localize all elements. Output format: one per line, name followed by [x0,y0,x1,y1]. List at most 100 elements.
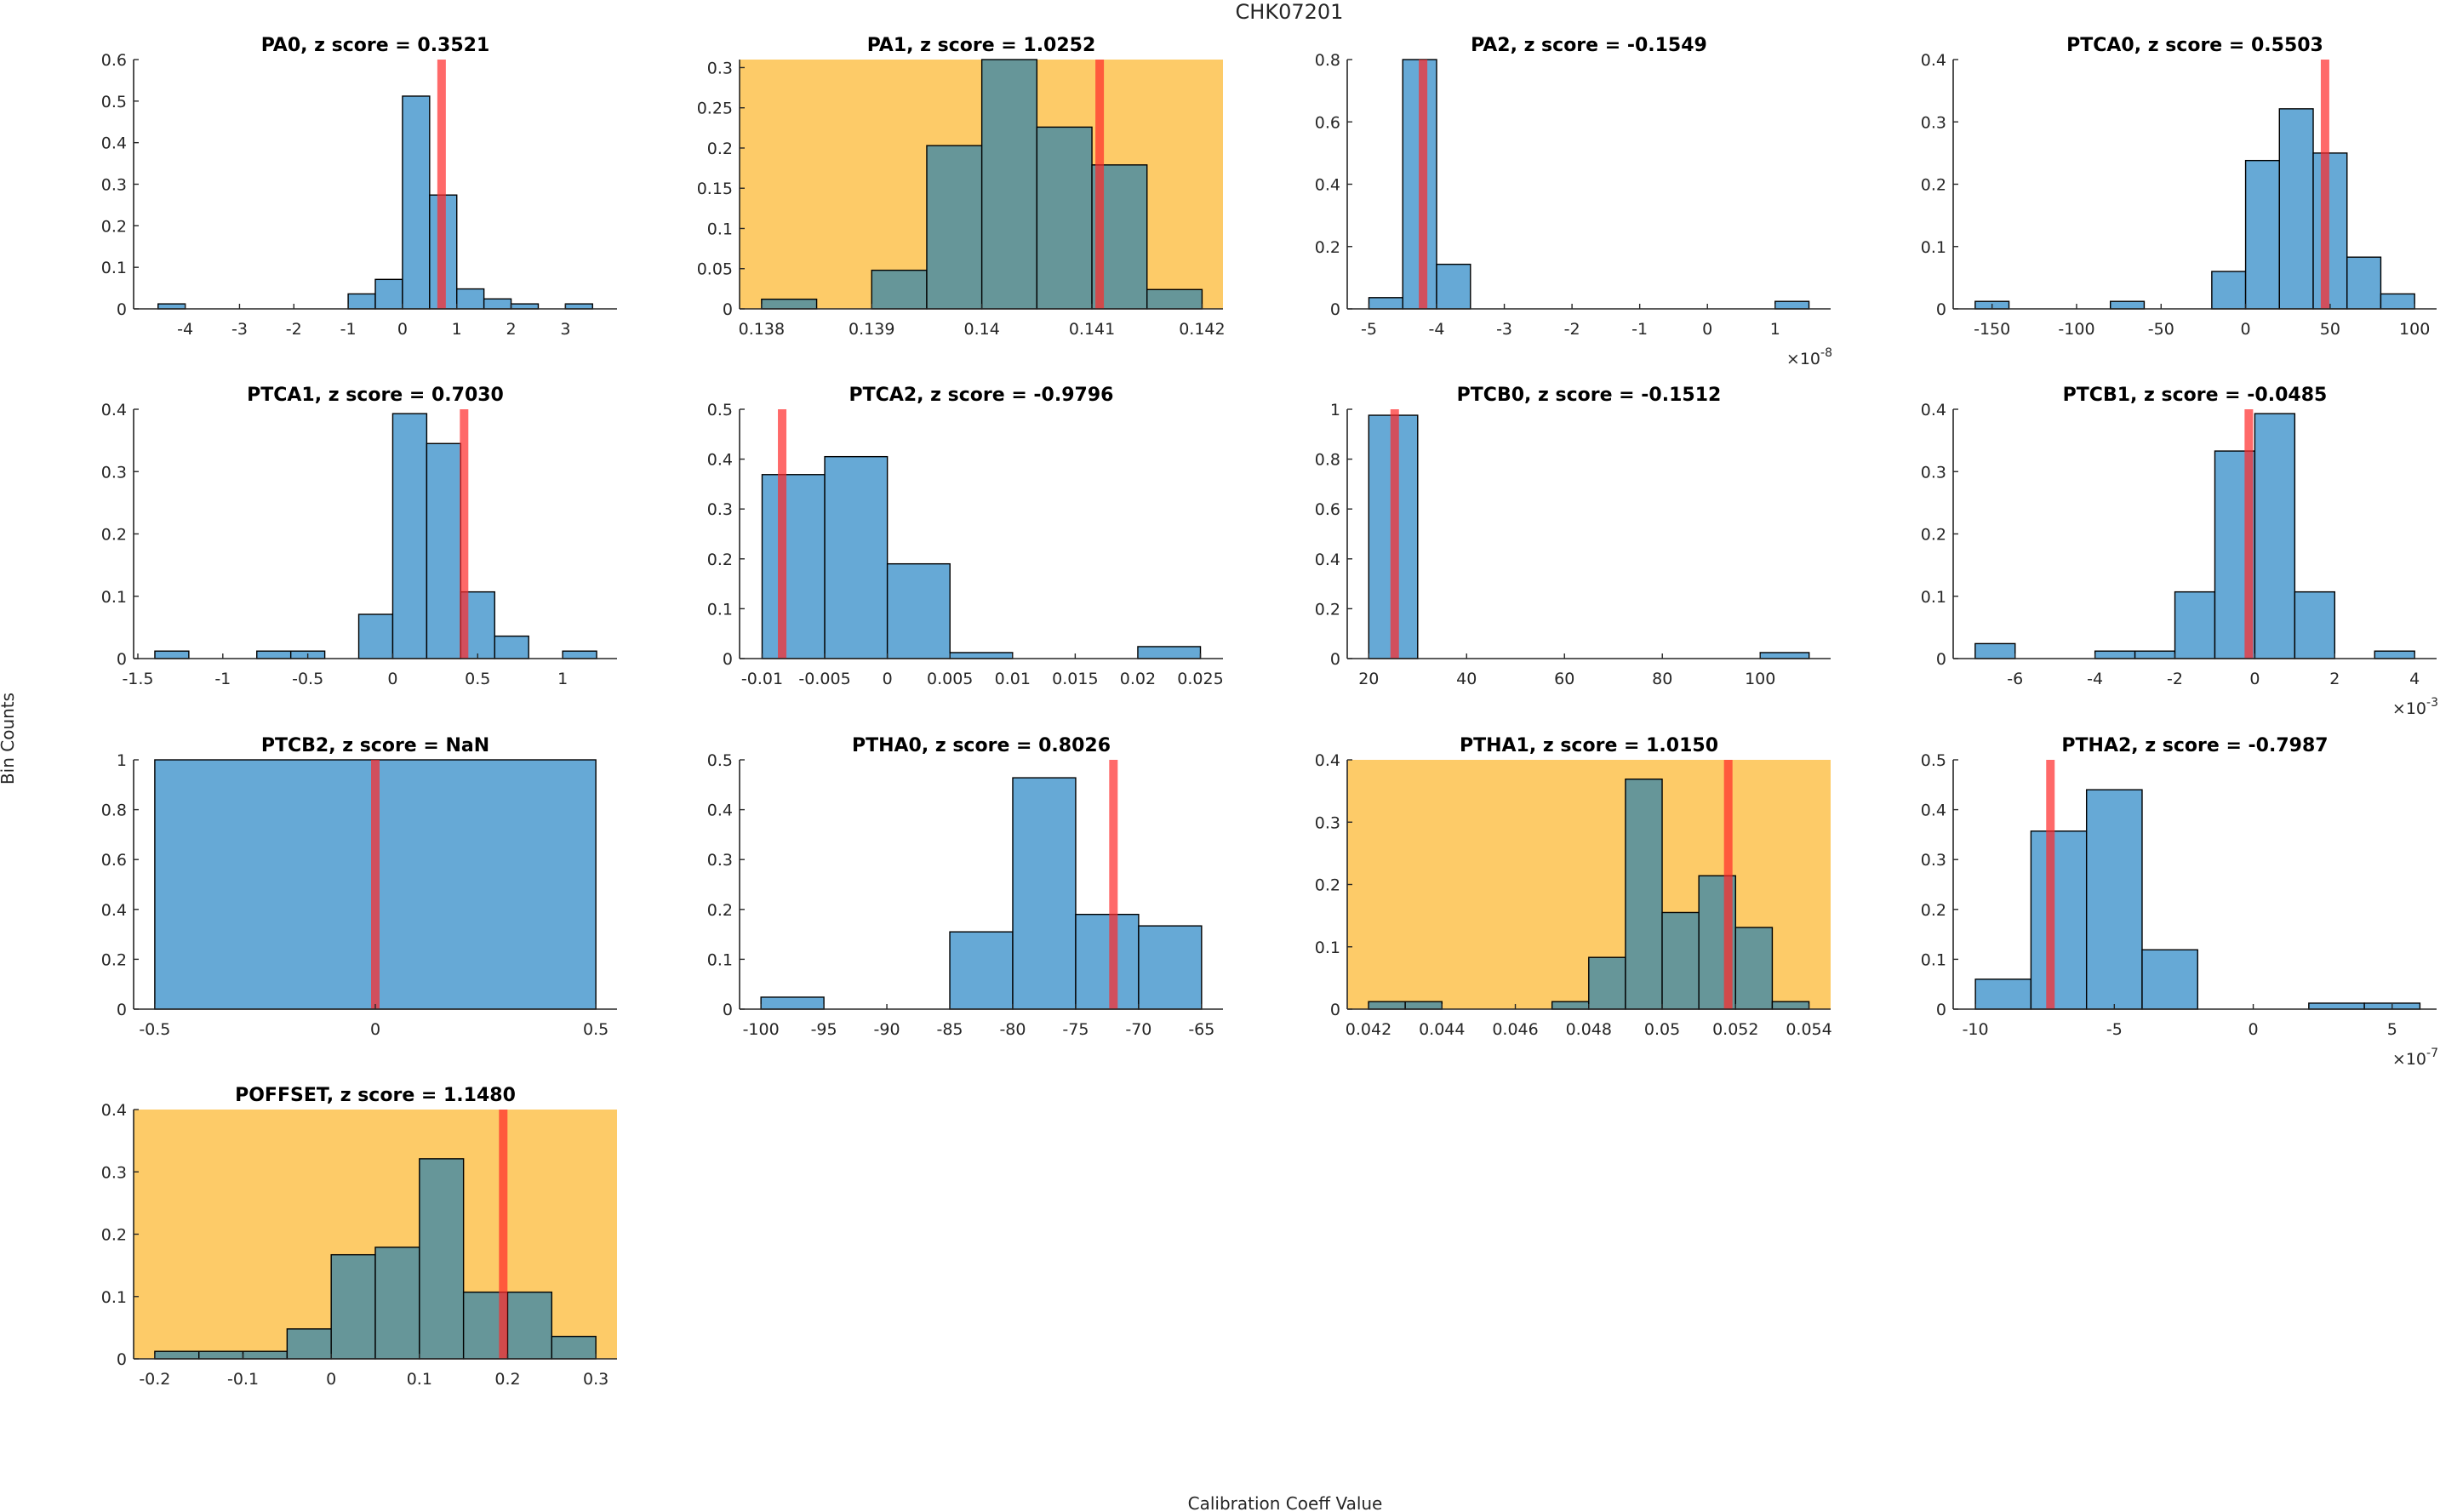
subplot-title: PTCA2, z score = -0.9796 [849,385,1114,406]
x-tick-label: -1 [340,320,357,339]
histogram-bar [824,455,889,659]
histogram-bar [1137,646,1202,659]
histogram-bar [980,59,1038,310]
histogram-bar [157,303,186,310]
y-tick-label: 0.2 [707,901,733,920]
histogram-bar [760,996,825,1010]
current-value-marker [2320,60,2329,309]
y-tick-label: 0.1 [707,220,733,238]
y-tick-label: 0.1 [707,600,733,619]
subplot-title: PTHA1, z score = 1.0150 [1460,735,1718,756]
subplot-ptca0: 0 0.1 0.2 0.3 0.4 -150 -100 -50 0 50 100 PTCA0, z s… [1921,35,2437,339]
x-tick-label: -150 [1974,320,2010,339]
subplot-ptcb0: 0 0.2 0.4 0.6 0.8 1 20 40 60 80 100 PTCB0, z score … [1315,385,1831,688]
y-tick-label: 0.2 [1315,600,1340,619]
histogram-bar [347,293,376,310]
x-tick-label: 0.139 [849,320,894,339]
x-tick-label: 0.052 [1712,1020,1758,1039]
y-tick-label: 0.3 [1921,113,1946,132]
histogram-bar [551,1335,597,1360]
x-tick-label: -2 [286,320,302,339]
histogram-bar [2278,108,2314,310]
y-tick-label: 0.8 [1315,451,1340,470]
x-tick-label: 1 [1770,320,1780,339]
y-tick-label: 0.5 [707,751,733,770]
y-tick-label: 0 [1330,650,1340,669]
x-tick-label: -100 [743,1020,780,1039]
x-tick-label: 0.138 [739,320,785,339]
histogram-bar [1588,956,1626,1010]
x-tick-label: -65 [1188,1020,1214,1039]
histogram-bar [2312,152,2348,310]
y-tick-label: 0.3 [1921,851,1946,870]
histogram-bar [1974,642,2016,659]
histogram-bar [402,95,431,310]
y-tick-label: 0.8 [1315,51,1340,70]
histogram-bar [2346,256,2382,310]
histogram-bar [483,298,512,310]
x-tick-label: 0.14 [963,320,999,339]
x-tick-label: -85 [936,1020,963,1039]
x-tick-label: 0.02 [1120,670,1156,688]
histogram-bar [242,1350,289,1360]
histogram-bar [2094,650,2136,659]
histogram-bar [510,303,540,310]
y-tick-label: 0.4 [707,802,733,820]
x-tick-label: -2 [2167,670,2183,688]
y-tick-label: 0.5 [1921,751,1946,770]
histogram-bar [871,269,928,310]
x-tick-label: -6 [2007,670,2023,688]
x-tick-label: -5 [1361,320,1377,339]
x-tick-label: 0.044 [1419,1020,1465,1039]
x-tick-label: 100 [2399,320,2430,339]
histogram-bar [1759,652,1810,659]
histogram-bar [886,562,951,659]
x-tick-label: 0 [326,1370,336,1389]
histogram-bar [2030,830,2088,1010]
histogram-bar [1551,1001,1590,1010]
x-tick-label: 0.042 [1346,1020,1391,1039]
x-tick-label: 2 [506,320,517,339]
x-tick-label: -100 [2058,320,2094,339]
exponent-power: -7 [2426,1047,2438,1060]
subplot-ptca1: 0 0.1 0.2 0.3 0.4 -1.5 -1 -0.5 0 0.5 1 PTCA1, z sco… [101,385,617,688]
y-tick-label: 0 [723,1001,733,1019]
histogram-bar [2134,650,2176,659]
y-tick-label: 0.1 [101,1288,127,1307]
histogram-bar [2244,159,2281,310]
y-tick-label: 0.1 [101,588,127,607]
figure-ylabel: Bin Counts [0,693,18,785]
histogram-bar [1625,779,1663,1010]
y-tick-label: 0.1 [1921,588,1946,607]
histogram-bar [1138,925,1203,1010]
histogram-bar [1146,288,1203,310]
subplot-title: PA2, z score = -0.1549 [1471,35,1707,56]
subplot-ptcb2: 0 0.2 0.4 0.6 0.8 1 -0.5 0 0.5 PTCB2, z score = N… [101,735,617,1039]
y-tick-label: 0.4 [101,134,127,153]
x-tick-label: 0.046 [1492,1020,1538,1039]
y-tick-label: 0 [1330,1001,1340,1019]
y-tick-label: 0.4 [1315,751,1340,770]
x-tick-label: 0 [1702,320,1712,339]
histogram-bar [1734,927,1774,1010]
histogram-bar [419,1158,465,1360]
subplot-pa1: 0 0.05 0.1 0.15 0.2 0.25 0.3 0.138 0.139 0.14 0.14… [697,35,1226,339]
y-tick-label: 1 [1330,401,1340,419]
x-tick-label: 0.05 [1644,1020,1680,1039]
x-tick-label: 0.5 [583,1020,609,1039]
x-tick-label: -70 [1125,1020,1151,1039]
current-value-marker [437,60,446,309]
y-tick-label: 0.6 [101,51,127,70]
x-tick-label: 5 [2387,1020,2397,1039]
current-value-marker [778,409,787,659]
subplot-title: PTCA1, z score = 0.7030 [247,385,504,406]
histogram-bar [506,1291,552,1360]
subplot-pa2: 0 0.2 0.4 0.6 0.8 -5 -4 -3 -2 -1 0 1 ×10-8 PA2, z sco… [1315,35,1832,368]
histogram-bar [2374,650,2415,659]
x-tick-label: 0.142 [1179,320,1225,339]
histogram-bar [357,613,394,659]
y-tick-label: 0.1 [1315,939,1340,957]
x-tick-label: -0.5 [139,1020,170,1039]
x-tick-label: -4 [2087,670,2103,688]
